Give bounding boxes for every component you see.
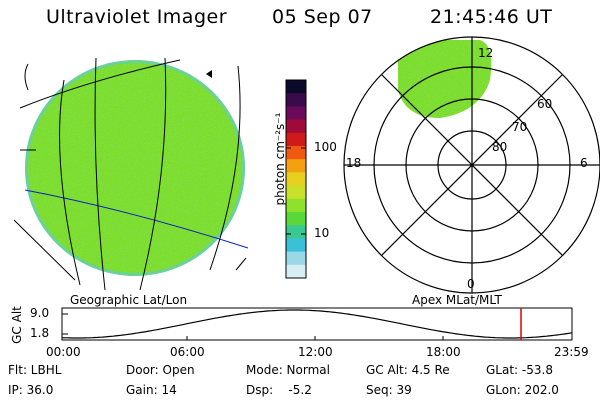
colorbar-segment (286, 93, 306, 107)
timeline-x-label-4: 23:59 (554, 345, 589, 359)
filter-value: Flt: LBHL (8, 363, 62, 377)
timeline-y-label-bottom: 1.8 (30, 326, 50, 340)
colorbar-segment (286, 225, 306, 239)
colorbar-segment (286, 159, 306, 173)
colorbar-segment (286, 238, 306, 253)
instrument-title: Ultraviolet Imager (46, 6, 228, 28)
timeline-axis-title: GC Alt (10, 306, 24, 344)
gain-value: Gain: 14 (126, 383, 177, 397)
colorbar-segment (286, 264, 306, 279)
timeline-y-label-top: 9.0 (30, 306, 50, 320)
timeline-x-label-2: 12:00 (298, 345, 333, 359)
mlt-label-12: 12 (478, 46, 494, 60)
mlt-label-18: 18 (346, 156, 362, 170)
colorbar-tick-10: 10 (314, 226, 330, 240)
colorbar-border (285, 79, 307, 279)
color-scale-bar (285, 79, 307, 279)
glon-value: GLon: 202.0 (486, 383, 559, 397)
mlt-label-6: 6 (580, 156, 588, 170)
mlt-label-0: 0 (467, 277, 475, 291)
timeline-x-label-1: 06:00 (170, 345, 205, 359)
dsp-value: Dsp: -5.2 (246, 383, 312, 397)
globe-image (25, 60, 245, 276)
date-label: 05 Sep 07 (272, 6, 373, 28)
glat-value: GLat: -53.8 (486, 363, 553, 377)
colorbar-segment (286, 146, 306, 160)
seq-value: Seq: 39 (366, 383, 412, 397)
timeline-x-label-0: 00:00 (46, 345, 81, 359)
colorbar-segment (286, 80, 306, 94)
polar-plot (343, 36, 600, 294)
lat-label-60: 60 (537, 97, 553, 111)
colorbar-segment (286, 185, 306, 200)
colorbar-tick-100: 100 (314, 140, 337, 154)
colorbar-segment (286, 212, 306, 226)
colorbar-segment (286, 172, 306, 187)
colorbar-segment (286, 198, 306, 213)
colorbar-segment (286, 106, 306, 121)
colorbar-unit-label: photon cm⁻²s⁻¹ (273, 112, 287, 206)
globe-panel-label: Geographic Lat/Lon (70, 293, 188, 307)
door-value: Door: Open (126, 363, 195, 377)
colorbar-ticks (286, 147, 306, 235)
colorbar-segment (286, 119, 306, 134)
geographic-grid (13, 57, 249, 291)
lat-label-70: 70 (512, 120, 528, 134)
colorbar-segment (286, 251, 306, 266)
timeline-x-label-3: 18:00 (426, 345, 461, 359)
time-label: 21:45:46 UT (430, 6, 553, 28)
polar-panel-label: Apex MLat/MLT (412, 293, 502, 307)
lat-label-80: 80 (492, 140, 508, 154)
north-marker-icon (206, 70, 212, 78)
altitude-timeline (61, 307, 573, 341)
ip-value: IP: 36.0 (8, 383, 54, 397)
colorbar-segment (286, 132, 306, 147)
mode-value: Mode: Normal (246, 363, 330, 377)
gc-alt-value: GC Alt: 4.5 Re (366, 363, 450, 377)
